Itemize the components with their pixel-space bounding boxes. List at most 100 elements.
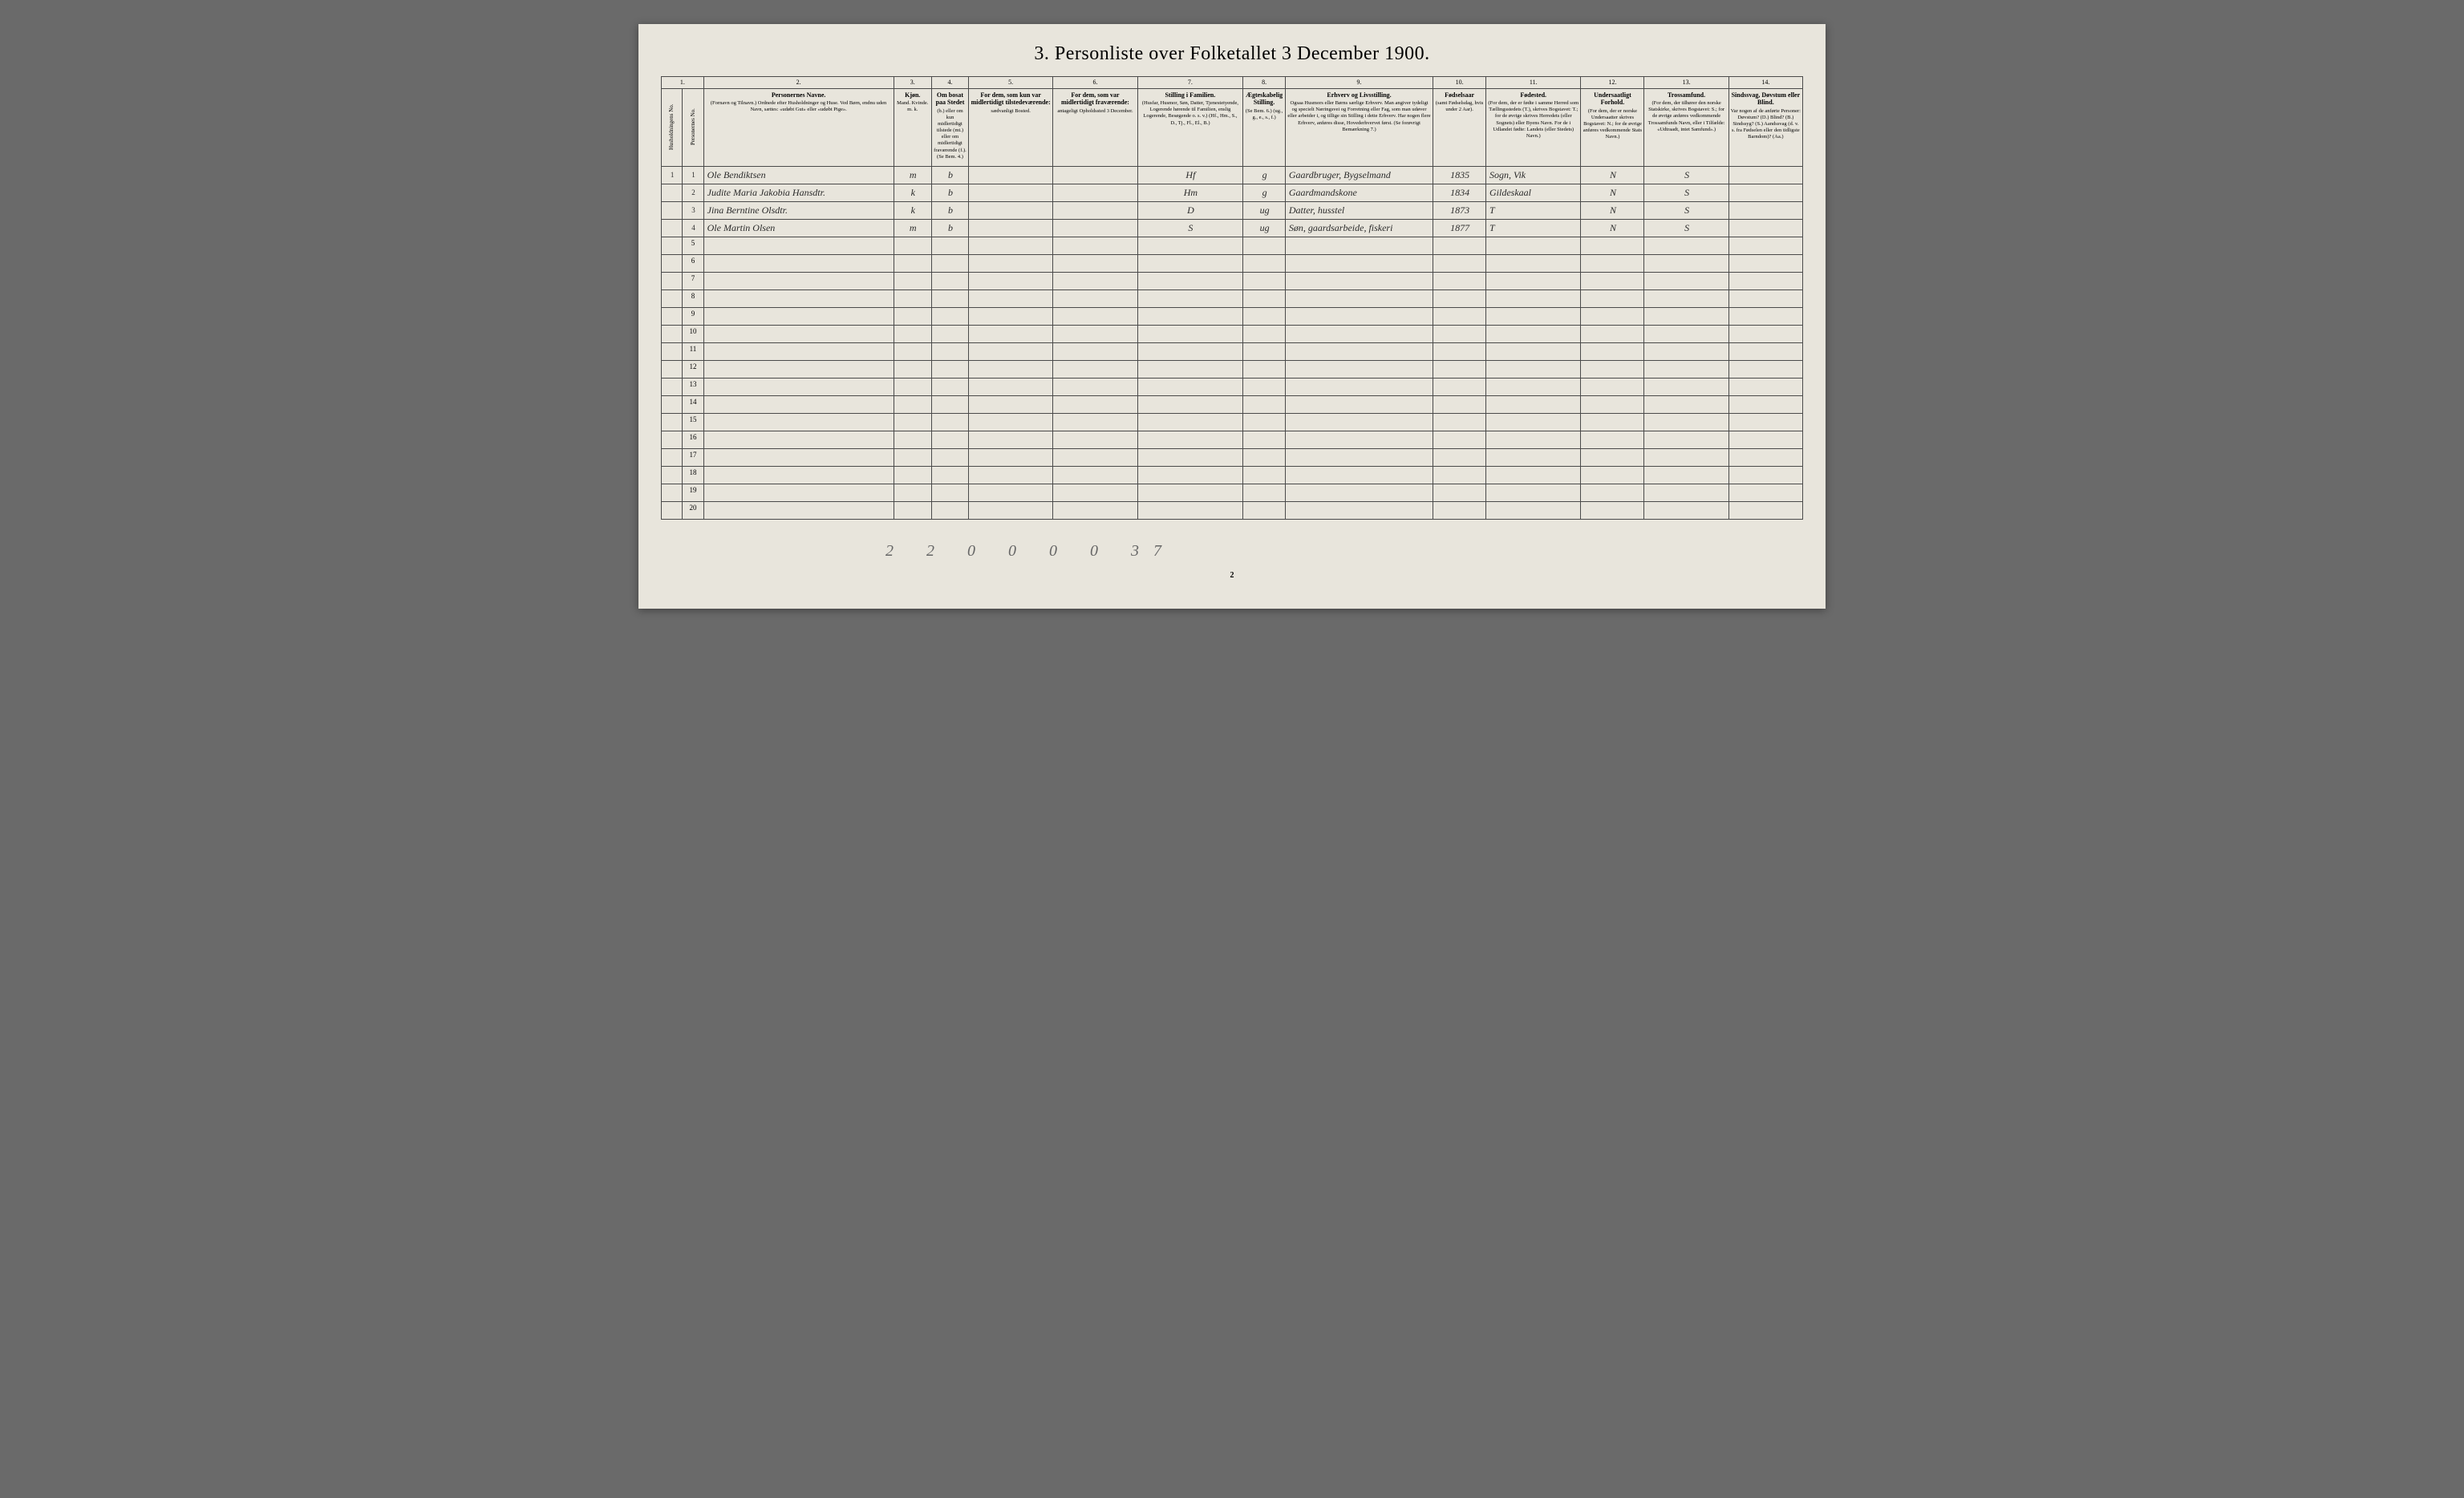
cell-empty <box>894 325 931 342</box>
colnum: 2. <box>703 77 894 89</box>
cell-household-no <box>662 501 683 519</box>
cell-birth-year: 1834 <box>1433 184 1486 201</box>
cell-household-no <box>662 289 683 307</box>
table-row: 5 <box>662 237 1803 254</box>
header-nationality: Undersaatligt Forhold.(For dem, der er n… <box>1581 88 1644 166</box>
cell-empty <box>1053 289 1137 307</box>
cell-empty <box>931 360 968 378</box>
cell-empty <box>703 360 894 378</box>
cell-empty <box>931 466 968 484</box>
cell-empty <box>1728 501 1802 519</box>
cell-empty <box>1486 378 1581 395</box>
cell-temp-absent <box>1053 201 1137 219</box>
cell-empty <box>1433 237 1486 254</box>
cell-empty <box>894 307 931 325</box>
cell-empty <box>1581 289 1644 307</box>
cell-empty <box>1644 360 1728 378</box>
cell-empty <box>1433 342 1486 360</box>
cell-empty <box>931 431 968 448</box>
header-birthplace: Fødested.(For dem, der er fødte i samme … <box>1486 88 1581 166</box>
cell-empty <box>703 378 894 395</box>
cell-empty <box>1137 342 1243 360</box>
cell-empty <box>969 289 1053 307</box>
cell-person-no: 15 <box>683 413 703 431</box>
cell-residence: b <box>931 184 968 201</box>
cell-residence: b <box>931 166 968 184</box>
cell-empty <box>1285 395 1433 413</box>
cell-empty <box>1285 342 1433 360</box>
cell-empty <box>894 254 931 272</box>
cell-temp-absent <box>1053 184 1137 201</box>
cell-person-no: 2 <box>683 184 703 201</box>
cell-empty <box>1486 448 1581 466</box>
colnum: 11. <box>1486 77 1581 89</box>
cell-empty <box>969 448 1053 466</box>
cell-empty <box>1728 466 1802 484</box>
cell-person-no: 14 <box>683 395 703 413</box>
cell-temp-present <box>969 166 1053 184</box>
cell-empty <box>894 378 931 395</box>
cell-empty <box>1137 466 1243 484</box>
cell-person-no: 19 <box>683 484 703 501</box>
cell-empty <box>969 307 1053 325</box>
cell-empty <box>1644 307 1728 325</box>
cell-empty <box>969 325 1053 342</box>
cell-person-no: 17 <box>683 448 703 466</box>
cell-empty <box>1728 272 1802 289</box>
cell-empty <box>1728 484 1802 501</box>
cell-empty <box>969 342 1053 360</box>
cell-empty <box>1728 360 1802 378</box>
cell-empty <box>894 395 931 413</box>
cell-empty <box>1644 395 1728 413</box>
cell-empty <box>1644 378 1728 395</box>
table-row: 17 <box>662 448 1803 466</box>
cell-empty <box>1486 413 1581 431</box>
cell-empty <box>1243 395 1286 413</box>
table-row: 15 <box>662 413 1803 431</box>
cell-occupation: Datter, husstel <box>1285 201 1433 219</box>
cell-nationality: N <box>1581 201 1644 219</box>
cell-empty <box>931 413 968 431</box>
cell-empty <box>703 395 894 413</box>
cell-empty <box>1644 342 1728 360</box>
cell-empty <box>1644 466 1728 484</box>
cell-empty <box>1644 237 1728 254</box>
header-name: Personernes Navne.(Fornavn og Tilnavn.) … <box>703 88 894 166</box>
cell-empty <box>1581 237 1644 254</box>
cell-empty <box>1137 501 1243 519</box>
cell-empty <box>1433 466 1486 484</box>
cell-family-pos: S <box>1137 219 1243 237</box>
colnum: 1. <box>662 77 704 89</box>
cell-empty <box>1053 307 1137 325</box>
cell-residence: b <box>931 219 968 237</box>
cell-person-no: 11 <box>683 342 703 360</box>
cell-empty <box>1053 360 1137 378</box>
colnum: 5. <box>969 77 1053 89</box>
cell-birth-year: 1873 <box>1433 201 1486 219</box>
cell-person-no: 16 <box>683 431 703 448</box>
table-row: 3Jina Berntine Olsdtr.kbDugDatter, husst… <box>662 201 1803 219</box>
cell-empty <box>1486 237 1581 254</box>
cell-empty <box>1486 325 1581 342</box>
cell-empty <box>703 484 894 501</box>
cell-empty <box>1243 289 1286 307</box>
cell-empty <box>1433 254 1486 272</box>
header-person-no: Personernes No. <box>683 88 703 166</box>
cell-empty <box>1581 484 1644 501</box>
cell-empty <box>931 484 968 501</box>
cell-empty <box>1728 413 1802 431</box>
cell-marital: g <box>1243 166 1286 184</box>
cell-empty <box>1433 378 1486 395</box>
cell-empty <box>1433 413 1486 431</box>
cell-person-no: 10 <box>683 325 703 342</box>
cell-birthplace: T <box>1486 201 1581 219</box>
cell-empty <box>1243 378 1286 395</box>
cell-temp-present <box>969 184 1053 201</box>
header-row: Husholdningens No. Personernes No. Perso… <box>662 88 1803 166</box>
cell-empty <box>1728 431 1802 448</box>
cell-religion: S <box>1644 219 1728 237</box>
cell-empty <box>969 413 1053 431</box>
cell-empty <box>931 272 968 289</box>
cell-marital: ug <box>1243 201 1286 219</box>
cell-empty <box>969 501 1053 519</box>
